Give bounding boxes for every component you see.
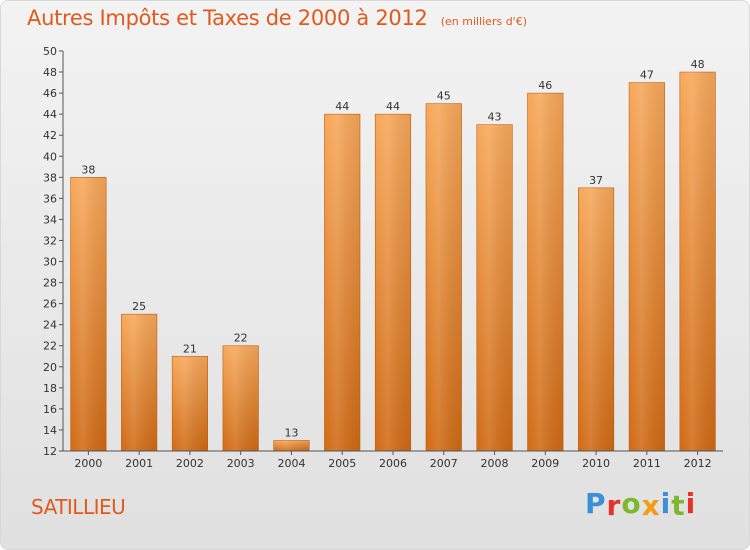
data-label: 22: [234, 332, 248, 345]
x-tick-label: 2012: [684, 457, 712, 470]
y-tick-label: 14: [43, 424, 57, 437]
bar-2009[interactable]: 46: [527, 79, 564, 452]
y-axis: 12 14 16 18 20 22 24 26 28 30 32 34 36 38 40 42 44 46 48 50: [43, 45, 64, 458]
chart-subtitle: (en milliers d'€): [440, 15, 527, 28]
bar-2010[interactable]: 37: [578, 174, 615, 452]
bars: 38 25 21 22 13 44 44 45 43 46 37 47 48: [70, 58, 716, 452]
x-tick-label: 2006: [379, 457, 407, 470]
y-tick-label: 34: [43, 213, 57, 226]
x-tick-label: 2008: [481, 457, 509, 470]
y-tick-label: 12: [43, 445, 57, 458]
x-tick-label: 2007: [430, 457, 458, 470]
data-label: 44: [386, 100, 400, 113]
bar-2001[interactable]: 25: [121, 300, 158, 452]
x-tick-label: 2004: [277, 457, 305, 470]
city-name: SATILLIEU: [31, 495, 126, 519]
chart-title-row: Autres Impôts et Taxes de 2000 à 2012 (e…: [27, 6, 527, 30]
bar-2011[interactable]: 47: [628, 69, 665, 452]
bar-shine: [679, 72, 716, 451]
logo-letter: x: [641, 489, 661, 522]
x-tick-label: 2011: [633, 457, 661, 470]
y-tick-label: 30: [43, 256, 57, 269]
x-tick-label: 2002: [176, 457, 204, 470]
y-tick-label: 48: [43, 66, 57, 79]
bar-shine: [426, 103, 462, 451]
y-tick-label: 44: [43, 108, 57, 121]
data-label: 13: [284, 426, 298, 439]
bar-2000[interactable]: 38: [70, 163, 107, 452]
bar-shine: [324, 114, 360, 451]
bar-shine: [527, 93, 564, 452]
x-tick-label: 2003: [227, 457, 255, 470]
chart-title: Autres Impôts et Taxes de 2000 à 2012: [27, 6, 428, 30]
bar-shine: [70, 177, 107, 451]
y-tick-label: 42: [43, 129, 57, 142]
x-tick-label: 2000: [74, 457, 102, 470]
data-label: 37: [589, 174, 603, 187]
data-label: 21: [183, 342, 197, 355]
x-tick-label: 2005: [328, 457, 356, 470]
y-tick-label: 24: [43, 319, 57, 332]
y-tick-label: 50: [43, 45, 57, 58]
bar-2004[interactable]: 13: [273, 426, 310, 452]
y-tick-label: 22: [43, 340, 57, 353]
logo-letter: t: [671, 489, 686, 522]
data-label: 45: [437, 90, 451, 103]
logo-letter: r: [606, 489, 622, 522]
bar-2006[interactable]: 44: [374, 100, 412, 452]
y-tick-label: 36: [43, 192, 57, 205]
y-tick-label: 26: [43, 298, 57, 311]
logo-letter: i: [660, 487, 672, 520]
logo-letter: i: [685, 487, 697, 520]
y-tick-label: 28: [43, 277, 57, 290]
bar-2003[interactable]: 22: [222, 332, 259, 452]
y-tick-label: 16: [43, 403, 57, 416]
y-tick-label: 46: [43, 87, 57, 100]
logo-letter: P: [585, 487, 607, 520]
data-label: 25: [132, 300, 146, 313]
data-label: 44: [335, 100, 349, 113]
x-axis: 2000 2001 2002 2003 2004 2005 2006 2007 2008 2009…: [63, 450, 723, 470]
bar-2007[interactable]: 45: [425, 90, 462, 452]
bar-shine: [375, 114, 411, 451]
bar-2005[interactable]: 44: [324, 100, 361, 452]
bar-shine: [578, 187, 614, 451]
bar-2008[interactable]: 43: [476, 111, 513, 452]
bar-shine: [172, 356, 208, 451]
y-tick-label: 38: [43, 171, 57, 184]
bar-2002[interactable]: 21: [171, 342, 208, 452]
y-tick-label: 40: [43, 150, 57, 163]
data-label: 43: [488, 111, 502, 124]
proxiti-logo[interactable]: Proxiti: [585, 487, 697, 522]
logo-letter: o: [621, 487, 642, 520]
data-label: 48: [691, 58, 705, 71]
x-tick-label: 2001: [125, 457, 153, 470]
x-tick-label: 2009: [531, 457, 559, 470]
data-label: 47: [640, 69, 654, 82]
bar-shine: [629, 82, 665, 451]
bar-shine: [222, 345, 259, 451]
y-tick-label: 20: [43, 361, 57, 374]
bar-2012[interactable]: 48: [679, 58, 716, 452]
bar-shine: [273, 440, 310, 451]
bar-shine: [121, 314, 157, 451]
data-label: 46: [538, 79, 552, 92]
y-tick-label: 18: [43, 382, 57, 395]
x-tick-label: 2010: [582, 457, 610, 470]
y-tick-label: 32: [43, 234, 57, 247]
bar-shine: [476, 124, 513, 452]
data-label: 38: [81, 163, 95, 176]
